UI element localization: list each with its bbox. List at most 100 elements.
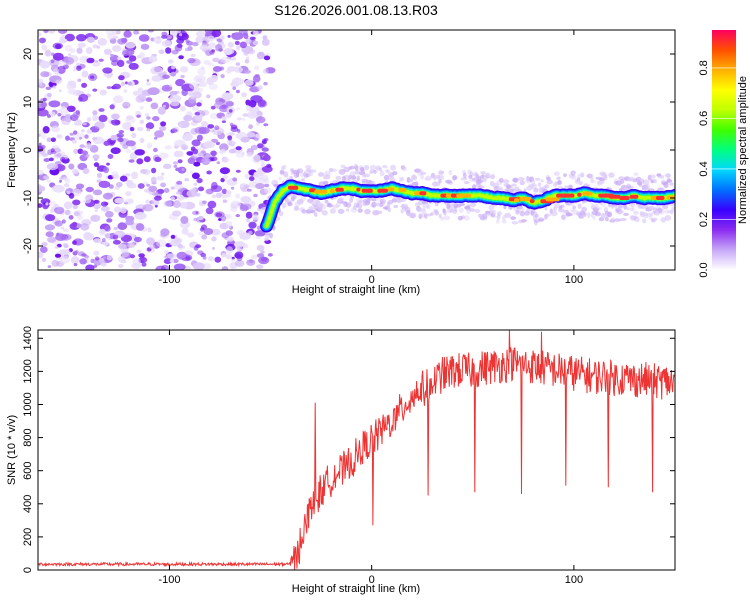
- heatmap-noise-cell: [236, 246, 244, 252]
- y-tick-label: 20: [22, 48, 34, 60]
- heatmap-halo-cell: [335, 175, 342, 181]
- heatmap-noise-cell: [210, 157, 215, 162]
- snr-y-ticks: 0 200 400 600 800 1000 1200 1400: [22, 326, 675, 573]
- colorbar-tick-label: 0.4: [698, 161, 710, 176]
- heatmap-noise-cell: [263, 183, 270, 188]
- heatmap-halo-cell: [470, 202, 476, 208]
- heatmap-noise-cell: [215, 192, 222, 199]
- heatmap-halo-cell: [521, 219, 527, 223]
- heatmap-noise-cell: [72, 240, 77, 245]
- heatmap-halo-cell: [291, 196, 295, 202]
- heatmap-halo-cell: [623, 212, 629, 216]
- heatmap-halo-cell: [314, 212, 318, 217]
- heatmap-noise-cell: [180, 74, 185, 79]
- heatmap-halo-cell: [321, 210, 328, 216]
- heatmap-halo-cell: [570, 170, 577, 174]
- heatmap-halo-cell: [297, 168, 304, 174]
- heatmap-noise-cell: [212, 57, 220, 63]
- heatmap-noise-cell: [98, 58, 104, 62]
- heatmap-noise-cell: [225, 246, 234, 255]
- heatmap-halo-cell: [327, 204, 334, 208]
- heatmap-noise-cell: [135, 223, 145, 231]
- heatmap-halo-cell: [345, 208, 350, 212]
- heatmap-halo-cell: [363, 164, 370, 171]
- heatmap-noise-cell: [58, 38, 68, 44]
- heatmap-halo-cell: [292, 193, 297, 199]
- heatmap-noise-cell: [85, 47, 93, 54]
- heatmap-halo-cell: [583, 211, 587, 217]
- heatmap-noise-cell: [219, 167, 230, 175]
- heatmap-noise-cell: [230, 200, 241, 209]
- heatmap-halo-cell: [515, 209, 521, 216]
- heatmap-noise-cell: [111, 113, 120, 120]
- heatmap-noise-cell: [266, 163, 272, 168]
- heatmap-halo-cell: [293, 205, 300, 211]
- heatmap-halo-cell: [432, 209, 440, 215]
- heatmap-noise-cell: [152, 116, 160, 122]
- heatmap-halo-cell: [620, 179, 625, 184]
- heatmap-halo-cell: [356, 203, 363, 209]
- heatmap-noise-cell: [48, 100, 61, 108]
- heatmap-noise-cell: [203, 228, 214, 235]
- heatmap-noise-cell: [96, 172, 103, 178]
- heatmap-hot-cell: [577, 192, 582, 197]
- heatmap-halo-cell: [578, 180, 583, 186]
- heatmap-noise-cell: [216, 38, 223, 42]
- heatmap-noise-cell: [262, 68, 269, 75]
- heatmap-noise-cell: [111, 171, 119, 179]
- heatmap-noise-cell: [159, 125, 167, 132]
- heatmap-halo-cell: [535, 177, 541, 181]
- heatmap-halo-cell: [419, 171, 427, 176]
- heatmap-noise-cell: [228, 148, 236, 154]
- heatmap-halo-cell: [468, 174, 473, 179]
- heatmap-halo-cell: [519, 180, 525, 186]
- heatmap-noise-cell: [176, 30, 181, 34]
- heatmap-noise-cell: [57, 60, 67, 67]
- heatmap-hot-cell: [419, 191, 427, 196]
- heatmap-noise-cell: [146, 81, 151, 86]
- heatmap-noise-cell: [172, 258, 179, 264]
- heatmap-noise-cell: [55, 233, 67, 241]
- heatmap-noise-cell: [66, 190, 71, 195]
- heatmap-halo-cell: [506, 184, 512, 190]
- heatmap-halo-cell: [666, 179, 673, 183]
- heatmap-halo-cell: [393, 204, 399, 209]
- heatmap-noise-cell: [103, 48, 112, 56]
- heatmap-noise-cell: [140, 43, 150, 50]
- heatmap-noise-cell: [118, 264, 124, 268]
- heatmap-noise-cell: [112, 234, 119, 240]
- heatmap-noise-cell: [256, 253, 265, 258]
- heatmap-noise-cell: [246, 259, 256, 266]
- heatmap-noise-cell: [217, 130, 222, 135]
- heatmap-noise-cell: [66, 105, 76, 113]
- heatmap-halo-cell: [631, 206, 635, 212]
- heatmap-noise-cell: [244, 79, 254, 86]
- heatmap-noise-cell: [255, 116, 266, 124]
- heatmap-noise-cell: [139, 52, 145, 59]
- heatmap-halo-cell: [480, 171, 486, 175]
- heatmap-noise-cell: [235, 107, 241, 111]
- heatmap-noise-cell: [96, 45, 101, 49]
- heatmap-noise-cell: [221, 116, 226, 120]
- heatmap-noise-cell: [38, 109, 49, 117]
- heatmap-noise-cell: [57, 113, 62, 117]
- heatmap-halo-cell: [443, 215, 451, 221]
- heatmap-noise-cell: [212, 247, 215, 250]
- heatmap-halo-cell: [481, 174, 485, 178]
- heatmap-halo-cell: [627, 185, 634, 190]
- heatmap-halo-cell: [648, 205, 655, 211]
- heatmap-noise-cell: [83, 231, 93, 240]
- snr-x-axis-title: Height of straight line (km): [292, 583, 420, 595]
- heatmap-halo-cell: [269, 232, 273, 239]
- heatmap-halo-cell: [561, 214, 566, 221]
- heatmap-noise-cell: [104, 233, 111, 239]
- heatmap-halo-cell: [549, 180, 554, 184]
- heatmap-halo-cell: [411, 181, 419, 188]
- heatmap-noise-cell: [244, 59, 250, 64]
- heatmap-noise-cell: [139, 137, 145, 143]
- heatmap-halo-cell: [400, 176, 404, 182]
- heatmap-halo-cell: [528, 176, 534, 183]
- heatmap-noise-cell: [191, 172, 200, 180]
- heatmap-noise-cell: [208, 256, 214, 262]
- heatmap-noise-cell: [67, 53, 72, 57]
